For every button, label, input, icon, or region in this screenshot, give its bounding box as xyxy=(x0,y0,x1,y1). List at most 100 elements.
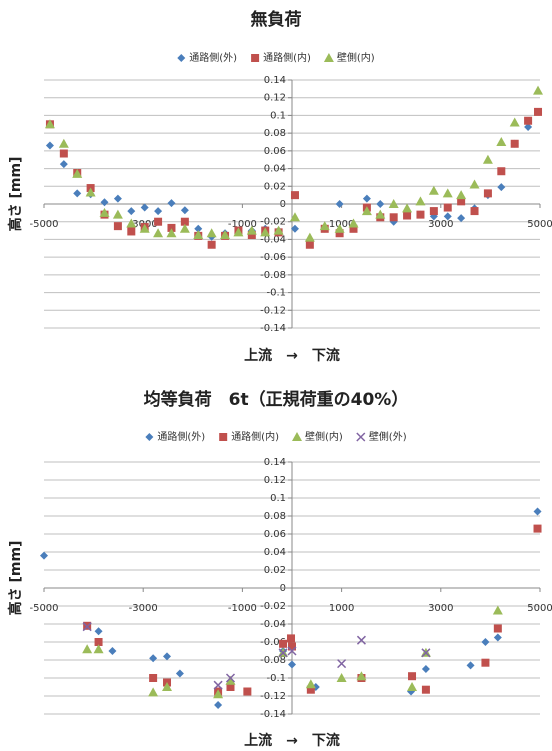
y-axis-label: 高さ [mm] xyxy=(7,157,24,232)
point xyxy=(524,116,533,125)
point xyxy=(167,223,176,232)
point xyxy=(140,203,149,212)
y-tick-label: 0.06 xyxy=(264,529,286,540)
x-tick-label: 3000 xyxy=(428,603,453,614)
x-tick-label: -5000 xyxy=(29,219,58,230)
point xyxy=(59,149,68,158)
point xyxy=(334,223,345,233)
point xyxy=(304,232,315,242)
point xyxy=(127,207,136,216)
legend-label: 通路側(外) xyxy=(157,430,205,443)
point xyxy=(148,687,159,697)
point xyxy=(335,229,344,238)
point xyxy=(375,209,386,219)
x-tick-label: -1000 xyxy=(228,219,257,230)
y-tick-label: -0.06 xyxy=(260,637,286,648)
point xyxy=(470,207,479,216)
chart-title: 均等負荷 6t（正規荷重の40%） xyxy=(144,389,409,410)
legend-marker xyxy=(145,433,154,441)
point xyxy=(443,203,452,212)
point xyxy=(442,188,453,198)
x-tick-label: -3000 xyxy=(129,603,158,614)
y-tick-label: -0.08 xyxy=(260,270,286,281)
point xyxy=(421,685,430,694)
point xyxy=(40,551,48,560)
point xyxy=(154,217,163,226)
y-tick-label: 0.08 xyxy=(264,128,286,139)
point xyxy=(246,225,257,235)
x-tick-label: 3000 xyxy=(428,219,453,230)
point xyxy=(225,675,236,685)
point xyxy=(82,622,92,632)
point xyxy=(493,633,502,642)
point xyxy=(456,190,467,200)
point xyxy=(288,660,296,669)
point xyxy=(376,200,385,208)
y-tick-label: -0.1 xyxy=(266,288,286,299)
y-tick-label: 0.12 xyxy=(264,93,286,104)
point xyxy=(533,507,542,516)
point xyxy=(289,212,300,222)
point xyxy=(319,221,330,231)
point xyxy=(163,652,172,661)
point xyxy=(482,154,493,164)
y-tick-label: 0.14 xyxy=(264,457,286,468)
point xyxy=(429,207,438,216)
point xyxy=(415,196,426,206)
x-tick-label: 1000 xyxy=(329,219,354,230)
point xyxy=(243,687,252,696)
point xyxy=(59,160,68,169)
point xyxy=(533,85,544,95)
point xyxy=(305,240,314,249)
legend: 通路側(外) 通路側(内) 壁側(内) xyxy=(177,51,375,64)
point xyxy=(44,119,55,129)
y-axis-label: 高さ [mm] xyxy=(7,541,24,616)
point xyxy=(213,680,223,690)
point xyxy=(193,230,204,239)
point xyxy=(481,638,490,646)
point xyxy=(356,671,367,681)
point xyxy=(93,644,104,654)
legend-marker xyxy=(251,54,260,62)
point xyxy=(356,635,366,645)
point xyxy=(534,107,543,116)
y-tick-label: 0.1 xyxy=(270,493,286,504)
point xyxy=(82,644,93,654)
point xyxy=(194,224,203,233)
point xyxy=(408,672,417,681)
y-tick-label: -0.14 xyxy=(260,323,286,334)
point xyxy=(305,679,316,689)
point xyxy=(100,198,109,207)
point xyxy=(361,206,372,216)
point xyxy=(127,227,136,236)
point xyxy=(94,627,103,636)
legend-marker xyxy=(219,433,228,441)
x-tick-label: -1000 xyxy=(228,603,257,614)
point xyxy=(466,661,475,670)
y-tick-label: -0.1 xyxy=(266,673,286,684)
y-tick-label: 0.04 xyxy=(264,547,286,558)
y-tick-label: -0.02 xyxy=(260,601,286,612)
point xyxy=(492,605,503,615)
point xyxy=(139,223,150,233)
y-tick-label: -0.08 xyxy=(260,655,286,666)
point xyxy=(337,659,347,669)
point xyxy=(149,674,158,682)
x-tick-label: -5000 xyxy=(29,603,58,614)
y-tick-label: 0.08 xyxy=(264,511,286,522)
point xyxy=(509,117,520,127)
point xyxy=(214,701,223,709)
y-tick-label: 0.02 xyxy=(264,181,286,192)
point xyxy=(233,227,244,237)
y-tick-label: -0.12 xyxy=(260,305,286,316)
point xyxy=(388,199,399,208)
point xyxy=(206,228,217,238)
legend-marker xyxy=(356,432,366,442)
legend-label: 壁側(内) xyxy=(337,51,375,64)
chart-title: 無負荷 xyxy=(251,9,302,30)
point xyxy=(533,524,542,533)
point xyxy=(336,673,347,682)
x-tick-label: 1000 xyxy=(329,603,354,614)
point xyxy=(273,225,284,235)
